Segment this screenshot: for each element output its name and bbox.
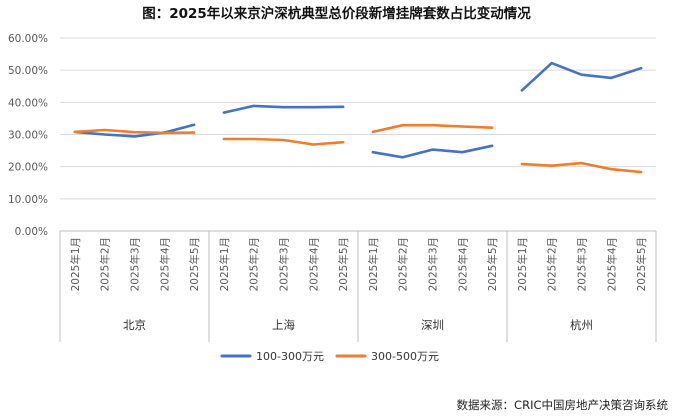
group-label: 深圳 (421, 318, 444, 332)
y-tick-label: 40.00% (8, 97, 48, 109)
series-line (222, 104, 345, 114)
series-line (520, 61, 643, 92)
x-tick-label: 2025年1月 (218, 237, 231, 291)
series-line (73, 128, 196, 135)
x-tick-label: 2025年5月 (188, 237, 201, 291)
x-tick-label: 2025年1月 (516, 237, 529, 291)
y-tick-label: 30.00% (8, 130, 48, 142)
x-tick-label: 2025年4月 (307, 237, 320, 291)
y-axis: 0.00% 10.00% 20.00% 30.00% 40.00% 50.00% 60.00… (8, 33, 48, 238)
x-tick-label: 2025年1月 (367, 237, 380, 291)
legend: 100-300万元 300-500万元 (220, 350, 439, 363)
x-tick-label: 2025年4月 (456, 237, 469, 291)
x-tick-label: 2025年3月 (576, 237, 589, 291)
x-tick-label: 2025年5月 (486, 237, 499, 291)
series-line (520, 161, 643, 174)
series-line (73, 123, 196, 138)
series-line (371, 144, 494, 159)
x-tick-label: 2025年4月 (158, 237, 171, 291)
x-tick-label: 2025年5月 (337, 237, 350, 291)
y-tick-label: 0.00% (15, 226, 48, 238)
series-lines (73, 61, 643, 174)
y-tick-label: 20.00% (8, 162, 48, 174)
x-tick-label: 2025年1月 (69, 237, 82, 291)
x-tick-label: 2025年3月 (427, 237, 440, 291)
x-tick-label: 2025年5月 (635, 237, 648, 291)
legend-label: 300-500万元 (371, 350, 439, 363)
group-label: 北京 (123, 318, 146, 332)
x-tick-label: 2025年2月 (397, 237, 410, 291)
x-tick-label: 2025年3月 (278, 237, 291, 291)
source-note: 数据来源：CRIC中国房地产决策咨询系统 (457, 398, 669, 412)
x-tick-label: 2025年2月 (248, 237, 261, 291)
chart-title: 图：2025年以来京沪深杭典型总价段新增挂牌套数占比变动情况 (142, 5, 531, 22)
y-tick-label: 10.00% (8, 194, 48, 206)
y-tick-label: 50.00% (8, 65, 48, 77)
x-tick-label: 2025年2月 (99, 237, 112, 291)
x-tick-label: 2025年3月 (129, 237, 142, 291)
x-tick-label: 2025年4月 (605, 237, 618, 291)
gridlines (60, 37, 656, 200)
legend-label: 100-300万元 (256, 350, 324, 363)
group-label: 上海 (272, 318, 295, 332)
y-tick-label: 60.00% (8, 33, 48, 45)
series-line (371, 123, 494, 134)
x-tick-label: 2025年2月 (546, 237, 559, 291)
series-line (222, 137, 345, 146)
group-label: 杭州 (570, 318, 593, 332)
